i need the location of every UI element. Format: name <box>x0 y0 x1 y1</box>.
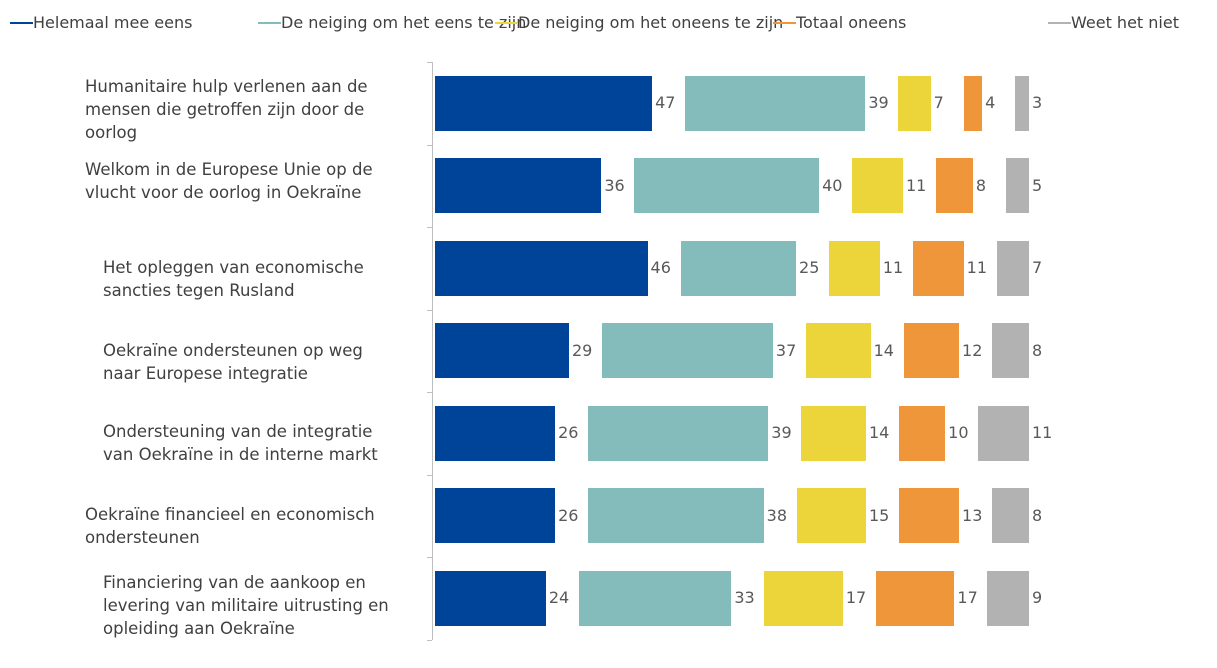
bar-segment <box>764 570 843 626</box>
legend-label: De neiging om het oneens te zijn <box>518 13 784 32</box>
value-label: 7 <box>933 93 944 113</box>
value-label: 47 <box>655 93 676 113</box>
bar-segment <box>685 75 866 131</box>
bar-segment <box>435 323 569 379</box>
bar-segment <box>903 323 960 379</box>
legend-label: Totaal oneens <box>796 13 907 32</box>
value-label: 40 <box>822 175 843 195</box>
bar-segment <box>898 488 960 544</box>
value-label: 14 <box>873 340 894 360</box>
value-label: 25 <box>799 258 820 278</box>
axis-tick <box>427 474 432 476</box>
bar-segment <box>992 323 1029 379</box>
category-label: Humanitaire hulp verlenen aan de mensen … <box>85 77 368 142</box>
axis-tick <box>427 639 432 641</box>
value-label: 17 <box>845 588 867 608</box>
axis-line <box>432 62 433 640</box>
value-label: 9 <box>1032 588 1043 608</box>
bar-segment <box>805 323 871 379</box>
legend-label: Weet het niet <box>1071 13 1179 32</box>
value-label: 17 <box>957 588 978 608</box>
value-label: 29 <box>571 340 593 360</box>
value-label: 8 <box>975 175 987 195</box>
value-label: 39 <box>771 423 792 443</box>
bar-segment <box>992 488 1029 544</box>
axis-tick <box>427 144 432 146</box>
value-label: 11 <box>1032 423 1053 443</box>
category-label: Welkom in de Europese Unie op de vlucht … <box>85 160 373 202</box>
legend-swatch <box>258 22 281 24</box>
bar-segment <box>898 405 946 461</box>
bar-segment <box>578 570 732 626</box>
value-label: 8 <box>1032 340 1043 360</box>
value-label: 36 <box>604 175 625 195</box>
value-label: 7 <box>1032 258 1043 278</box>
value-label: 46 <box>650 258 671 278</box>
bar-segment <box>829 240 880 296</box>
axis-tick <box>427 62 432 63</box>
axis-tick <box>427 392 432 393</box>
value-label: 37 <box>775 340 797 360</box>
bar-segment <box>435 75 653 131</box>
axis-tick <box>427 557 432 558</box>
bar-segment <box>601 323 773 379</box>
axis-tick <box>427 309 432 311</box>
bar-segment <box>898 75 931 131</box>
value-label: 26 <box>558 423 579 443</box>
bar-segment <box>588 488 764 544</box>
bar-segment <box>935 158 973 214</box>
legend-swatch <box>773 22 796 24</box>
bar-segment <box>435 488 556 544</box>
bar-segment <box>435 240 648 296</box>
category-label: Oekraïne financieel en economisch onders… <box>85 505 375 547</box>
bar-segment <box>634 158 820 214</box>
category-label: Financiering van de aankoop en levering … <box>103 573 389 638</box>
value-label: 39 <box>868 93 889 113</box>
bar-segment <box>435 405 556 461</box>
bar-segment <box>1005 158 1029 214</box>
bar-segment <box>978 405 1029 461</box>
category-label: Ondersteuning van de integratie van Oekr… <box>103 422 378 464</box>
value-label: 11 <box>905 175 927 195</box>
bar-segment <box>963 75 983 131</box>
bar-segment <box>852 158 903 214</box>
value-label: 24 <box>548 588 570 608</box>
legend-swatch <box>495 22 518 24</box>
value-label: 8 <box>1032 505 1043 525</box>
value-label: 13 <box>962 505 983 525</box>
value-label: 11 <box>966 258 988 278</box>
value-label: 26 <box>558 505 579 525</box>
value-label: 3 <box>1032 93 1043 113</box>
bar-segment <box>912 240 964 296</box>
legend-swatch <box>1048 22 1071 24</box>
value-label: 11 <box>882 258 904 278</box>
bar-segment <box>796 488 866 544</box>
value-label: 5 <box>1032 175 1043 195</box>
value-label: 33 <box>734 588 755 608</box>
legend-label: De neiging om het eens te zijn <box>281 13 527 32</box>
legend-label: Helemaal mee eens <box>33 13 193 32</box>
bar-segment <box>435 158 602 214</box>
bar-segment <box>588 405 769 461</box>
category-label: Oekraïne ondersteunen op weg naar Europe… <box>103 341 363 383</box>
bar-segment <box>987 570 1029 626</box>
axis-tick <box>427 227 432 228</box>
value-label: 15 <box>868 505 890 525</box>
value-label: 38 <box>766 505 788 525</box>
value-label: 4 <box>985 93 996 113</box>
bar-segment <box>680 240 797 296</box>
value-label: 10 <box>948 423 969 443</box>
bar-segment <box>801 405 866 461</box>
bar-segment <box>996 240 1029 296</box>
value-label: 12 <box>962 340 983 360</box>
bar-segment <box>435 570 546 626</box>
bar-segment <box>1015 75 1029 131</box>
bar-segment <box>875 570 955 626</box>
legend-swatch <box>10 22 33 24</box>
value-label: 14 <box>868 423 890 443</box>
category-label: Het opleggen van economische sancties te… <box>103 258 364 300</box>
